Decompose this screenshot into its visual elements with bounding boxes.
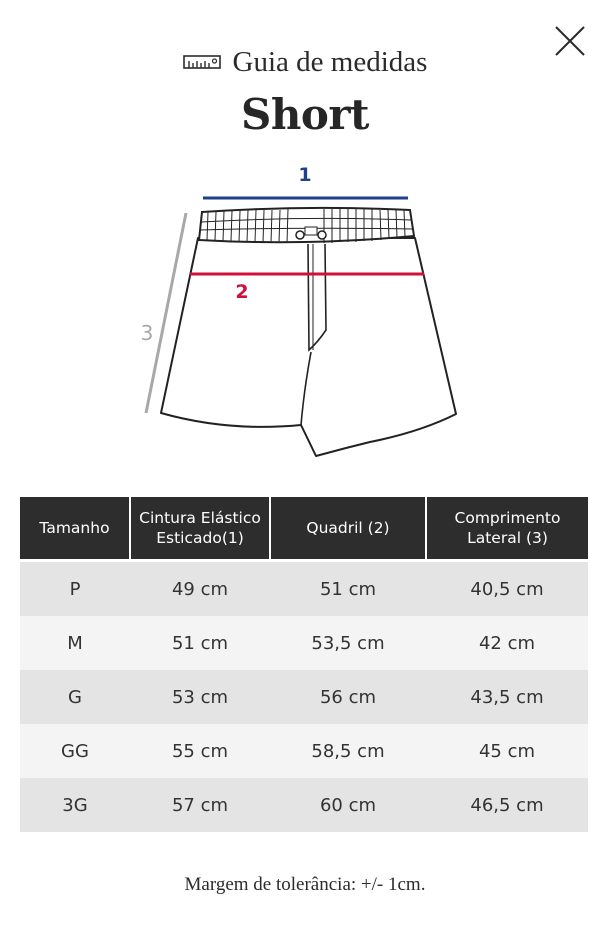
size-cell: 3G: [20, 778, 130, 832]
measure-label-2: 2: [235, 281, 248, 303]
table-row: G 53 cm 56 cm 43,5 cm: [20, 670, 588, 724]
waist-cell: 51 cm: [130, 616, 270, 670]
length-cell: 40,5 cm: [426, 559, 588, 616]
waist-cell: 49 cm: [130, 559, 270, 616]
size-cell: P: [20, 559, 130, 616]
size-cell: GG: [20, 724, 130, 778]
size-cell: G: [20, 670, 130, 724]
hip-cell: 60 cm: [270, 778, 426, 832]
shorts-diagram: 3 1 2: [141, 164, 457, 457]
table-row: M 51 cm 53,5 cm 42 cm: [20, 616, 588, 670]
length-cell: 46,5 cm: [426, 778, 588, 832]
hip-cell: 53,5 cm: [270, 616, 426, 670]
close-icon[interactable]: [553, 24, 587, 58]
measure-line-3: [144, 212, 188, 414]
column-header-size: Tamanho: [20, 497, 130, 561]
column-header-hip: Quadril (2): [269, 497, 426, 561]
column-header-length: Comprimento Lateral (3): [425, 497, 588, 561]
hip-cell: 51 cm: [270, 559, 426, 616]
waistband: [197, 206, 416, 244]
waist-cell: 57 cm: [130, 778, 270, 832]
waist-cell: 53 cm: [130, 670, 270, 724]
length-cell: 42 cm: [426, 616, 588, 670]
close-button[interactable]: [553, 24, 587, 58]
column-header-waist: Cintura Elástico Esticado(1): [129, 497, 270, 561]
modal-title: Guia de medidas: [232, 45, 428, 78]
measure-label-1: 1: [298, 164, 311, 186]
table-header-row: Tamanho Cintura Elástico Esticado(1) Qua…: [20, 497, 588, 561]
length-cell: 45 cm: [426, 724, 588, 778]
table-row: P 49 cm 51 cm 40,5 cm: [20, 559, 588, 616]
modal-header: Guia de medidas: [0, 40, 610, 84]
product-title: Short: [241, 90, 369, 139]
ruler-icon: [182, 55, 221, 69]
table-row: 3G 57 cm 60 cm 46,5 cm: [20, 778, 588, 832]
table-row: GG 55 cm 58,5 cm 45 cm: [20, 724, 588, 778]
length-cell: 43,5 cm: [426, 670, 588, 724]
hip-cell: 56 cm: [270, 670, 426, 724]
tolerance-note: Margem de tolerância: +/- 1cm.: [184, 874, 426, 895]
hip-cell: 58,5 cm: [270, 724, 426, 778]
size-cell: M: [20, 616, 130, 670]
size-table: Tamanho Cintura Elástico Esticado(1) Qua…: [20, 497, 588, 832]
waist-cell: 55 cm: [130, 724, 270, 778]
measure-label-3: 3: [141, 321, 154, 345]
